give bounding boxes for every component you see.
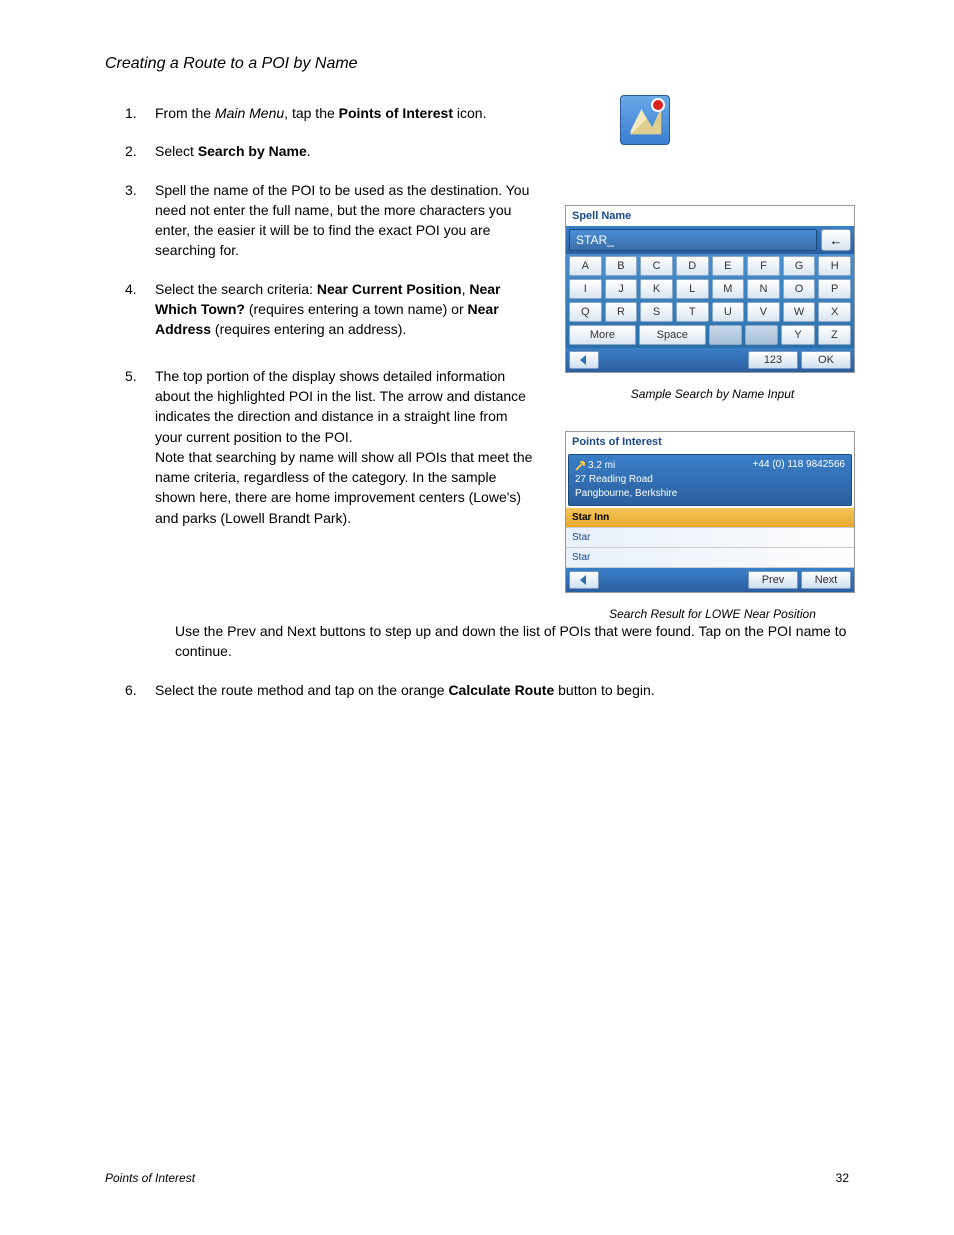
key-l[interactable]: L	[676, 279, 709, 299]
page-title: Creating a Route to a POI by Name	[105, 55, 849, 73]
key-r[interactable]: R	[605, 302, 638, 322]
text-bold: Near Current Position	[317, 281, 462, 297]
step-5-continuation: Use the Prev and Next buttons to step up…	[175, 621, 849, 662]
text-bold: Points of Interest	[339, 105, 453, 121]
key-e[interactable]: E	[712, 256, 745, 276]
step-number: 4.	[105, 279, 155, 340]
key-w[interactable]: W	[783, 302, 816, 322]
device-title: Spell Name	[566, 206, 854, 226]
key-m[interactable]: M	[712, 279, 745, 299]
text: icon.	[453, 105, 486, 121]
text: Spell the name of the POI to be used as …	[155, 180, 535, 261]
key-f[interactable]: F	[747, 256, 780, 276]
direction-arrow-icon	[575, 461, 585, 471]
keyboard-caption: Sample Search by Name Input	[565, 387, 860, 401]
text-bold: Search by Name	[198, 143, 307, 159]
key-y[interactable]: Y	[781, 325, 814, 345]
step-number: 2.	[105, 141, 155, 161]
text: Note that searching by name will show al…	[155, 447, 535, 528]
footer-section: Points of Interest	[105, 1171, 195, 1185]
key-p[interactable]: P	[818, 279, 851, 299]
step-6: 6. Select the route method and tap on th…	[105, 680, 849, 700]
key-k[interactable]: K	[640, 279, 673, 299]
back-button[interactable]	[569, 571, 599, 589]
key-o[interactable]: O	[783, 279, 816, 299]
step-3: 3. Spell the name of the POI to be used …	[105, 180, 535, 261]
poi-map-icon	[620, 95, 670, 145]
text: From the	[155, 105, 215, 121]
result-row[interactable]: Star	[566, 548, 854, 568]
backspace-button[interactable]: ←	[821, 229, 851, 251]
text: (requires entering an address).	[211, 321, 406, 337]
step-1: 1. From the Main Menu, tap the Points of…	[105, 103, 535, 123]
key-x[interactable]: X	[818, 302, 851, 322]
next-button[interactable]: Next	[801, 571, 851, 589]
poi-info-panel: 3.2 mi 27 Reading Road Pangbourne, Berks…	[568, 454, 852, 506]
back-arrow-icon	[578, 574, 590, 586]
text: .	[307, 143, 311, 159]
key-g[interactable]: G	[783, 256, 816, 276]
key-c[interactable]: C	[640, 256, 673, 276]
text-italic: Main Menu	[215, 105, 284, 121]
text: Select	[155, 143, 198, 159]
results-screenshot: Points of Interest 3.2 mi 27 Reading Roa…	[565, 431, 855, 593]
poi-address-line1: 27 Reading Road	[575, 473, 677, 487]
text: The top portion of the display shows det…	[155, 366, 535, 447]
poi-address-line2: Pangbourne, Berkshire	[575, 487, 677, 501]
key-empty	[709, 325, 742, 345]
results-caption: Search Result for LOWE Near Position	[565, 607, 860, 621]
key-more[interactable]: More	[569, 325, 636, 345]
prev-button[interactable]: Prev	[748, 571, 798, 589]
text: Select the search criteria:	[155, 281, 317, 297]
keyboard-screenshot: Spell Name STAR_ ← A B C D E F G H	[565, 205, 855, 373]
key-t[interactable]: T	[676, 302, 709, 322]
key-b[interactable]: B	[605, 256, 638, 276]
back-button[interactable]	[569, 351, 599, 369]
text-bold: Calculate Route	[448, 682, 554, 698]
key-s[interactable]: S	[640, 302, 673, 322]
key-a[interactable]: A	[569, 256, 602, 276]
ok-button[interactable]: OK	[801, 351, 851, 369]
step-number: 6.	[105, 680, 155, 700]
step-number: 1.	[105, 103, 155, 123]
key-u[interactable]: U	[712, 302, 745, 322]
step-number: 5.	[105, 366, 155, 528]
result-row[interactable]: Star	[566, 528, 854, 548]
key-d[interactable]: D	[676, 256, 709, 276]
key-v[interactable]: V	[747, 302, 780, 322]
key-i[interactable]: I	[569, 279, 602, 299]
key-j[interactable]: J	[605, 279, 638, 299]
text: button to begin.	[554, 682, 654, 698]
text: , tap the	[284, 105, 338, 121]
key-h[interactable]: H	[818, 256, 851, 276]
step-number: 3.	[105, 180, 155, 261]
result-row-selected[interactable]: Star Inn	[566, 508, 854, 528]
poi-distance: 3.2 mi	[588, 459, 615, 473]
spell-name-input[interactable]: STAR_	[569, 229, 817, 251]
step-5: 5. The top portion of the display shows …	[105, 366, 535, 528]
key-empty	[745, 325, 778, 345]
poi-phone: +44 (0) 118 9842566	[753, 459, 845, 501]
key-space[interactable]: Space	[639, 325, 706, 345]
page-footer: Points of Interest 32	[105, 1171, 849, 1185]
page-number: 32	[836, 1171, 849, 1185]
key-n[interactable]: N	[747, 279, 780, 299]
back-arrow-icon	[578, 354, 590, 366]
text: Select the route method and tap on the o…	[155, 682, 448, 698]
step-4: 4. Select the search criteria: Near Curr…	[105, 279, 535, 340]
device-title: Points of Interest	[566, 432, 854, 452]
key-z[interactable]: Z	[818, 325, 851, 345]
numeric-button[interactable]: 123	[748, 351, 798, 369]
step-2: 2. Select Search by Name.	[105, 141, 535, 161]
key-q[interactable]: Q	[569, 302, 602, 322]
text: (requires entering a town name) or	[245, 301, 468, 317]
